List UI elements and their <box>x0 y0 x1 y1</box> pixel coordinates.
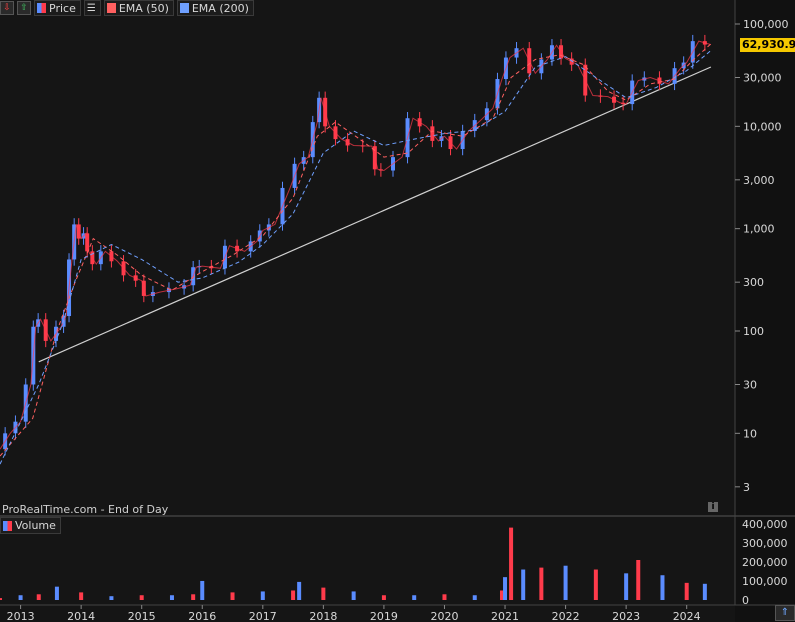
zoom-icon[interactable]: ⇧ <box>17 1 31 15</box>
x-tick-label: 2016 <box>188 610 216 622</box>
volume-bar <box>351 591 356 600</box>
scroll-up-icon[interactable]: ⇑ <box>775 605 795 621</box>
ema200-line <box>0 50 712 465</box>
y-tick-label: 10 <box>743 427 757 440</box>
volume-bar <box>660 575 665 600</box>
x-tick-label: 2015 <box>128 610 156 622</box>
volume-bar <box>18 595 23 600</box>
volume-tick-label: 100,000 <box>742 575 788 588</box>
y-tick-label: 100 <box>743 325 764 338</box>
x-tick-label: 2024 <box>673 610 701 622</box>
volume-bar <box>472 595 477 600</box>
y-tick-label: 3,000 <box>743 174 775 187</box>
x-tick-label: 2021 <box>491 610 519 622</box>
price-line <box>0 40 712 450</box>
legend-ema50-label: EMA (50) <box>118 1 169 15</box>
volume-plot-area <box>0 517 735 605</box>
settings-icon: ☰ <box>86 2 96 14</box>
x-tick-label: 2014 <box>67 610 95 622</box>
volume-bar <box>230 592 235 600</box>
volume-bar <box>563 565 568 600</box>
legend-ema200-label: EMA (200) <box>191 1 249 15</box>
volume-swatch-icon <box>3 520 12 531</box>
legend-settings[interactable]: ☰ <box>83 0 101 16</box>
volume-bar <box>169 595 174 600</box>
y-tick-label: 30,000 <box>743 72 782 85</box>
y-tick-label: 3 <box>743 481 750 494</box>
volume-tick-label: 300,000 <box>742 537 788 550</box>
legend-price-label: Price <box>49 1 76 15</box>
volume-bar <box>54 586 59 600</box>
info-icon[interactable]: i <box>708 502 718 512</box>
volume-bar <box>291 590 296 600</box>
x-tick-label: 2013 <box>7 610 35 622</box>
y-axis-area <box>735 0 795 622</box>
legend-volume-label: Volume <box>15 519 56 532</box>
volume-bar <box>684 582 689 600</box>
volume-bar <box>509 527 514 600</box>
volume-bar <box>624 573 629 600</box>
x-tick-label: 2020 <box>430 610 458 622</box>
source-text: ProRealTime.com - End of Day <box>2 503 169 516</box>
y-tick-label: 30 <box>743 378 757 391</box>
x-tick-label: 2017 <box>249 610 277 622</box>
volume-tick-label: 0 <box>742 594 749 607</box>
volume-bar <box>412 595 417 600</box>
volume-bar <box>442 594 447 600</box>
chart-menu-icon[interactable]: ⇩ <box>0 1 14 15</box>
y-tick-label: 1,000 <box>743 223 775 236</box>
volume-bar <box>0 598 2 600</box>
y-tick-label: 100,000 <box>743 18 789 31</box>
volume-bar <box>36 594 41 600</box>
volume-bar <box>139 595 144 600</box>
price-plot-area <box>0 0 735 516</box>
x-tick-label: 2018 <box>309 610 337 622</box>
legend-ema200[interactable]: EMA (200) <box>176 0 254 16</box>
last-price-tag: 62,930.92 <box>740 38 795 52</box>
volume-bar <box>636 560 641 600</box>
legend-bar: ⇩ ⇧ Price ☰ EMA (50) EMA (200) <box>0 0 254 16</box>
legend-volume[interactable]: Volume <box>0 517 61 534</box>
volume-bar <box>260 591 265 600</box>
volume-bar <box>321 587 326 600</box>
volume-bar <box>503 577 508 600</box>
volume-bar <box>521 569 526 600</box>
trendline <box>38 66 712 363</box>
volume-bar <box>79 592 84 600</box>
x-tick-label: 2023 <box>612 610 640 622</box>
y-tick-label: 300 <box>743 276 764 289</box>
volume-bar <box>500 590 505 600</box>
volume-tick-label: 400,000 <box>742 518 788 531</box>
ema200-swatch-icon <box>179 3 189 13</box>
volume-bar <box>200 580 205 600</box>
legend-ema50[interactable]: EMA (50) <box>103 0 174 16</box>
volume-bar <box>593 569 598 600</box>
x-tick-label: 2019 <box>370 610 398 622</box>
legend-price[interactable]: Price <box>34 0 81 16</box>
y-tick-label: 10,000 <box>743 120 782 133</box>
volume-bar <box>539 567 544 600</box>
ema50-line <box>0 43 712 457</box>
volume-bar <box>109 596 114 600</box>
volume-tick-label: 200,000 <box>742 556 788 569</box>
price-swatch-icon <box>37 3 46 13</box>
volume-bar <box>381 595 386 600</box>
ema50-swatch-icon <box>106 3 116 13</box>
volume-bar <box>191 594 196 600</box>
x-tick-label: 2022 <box>552 610 580 622</box>
volume-bar <box>702 583 707 600</box>
volume-bar <box>297 581 302 600</box>
